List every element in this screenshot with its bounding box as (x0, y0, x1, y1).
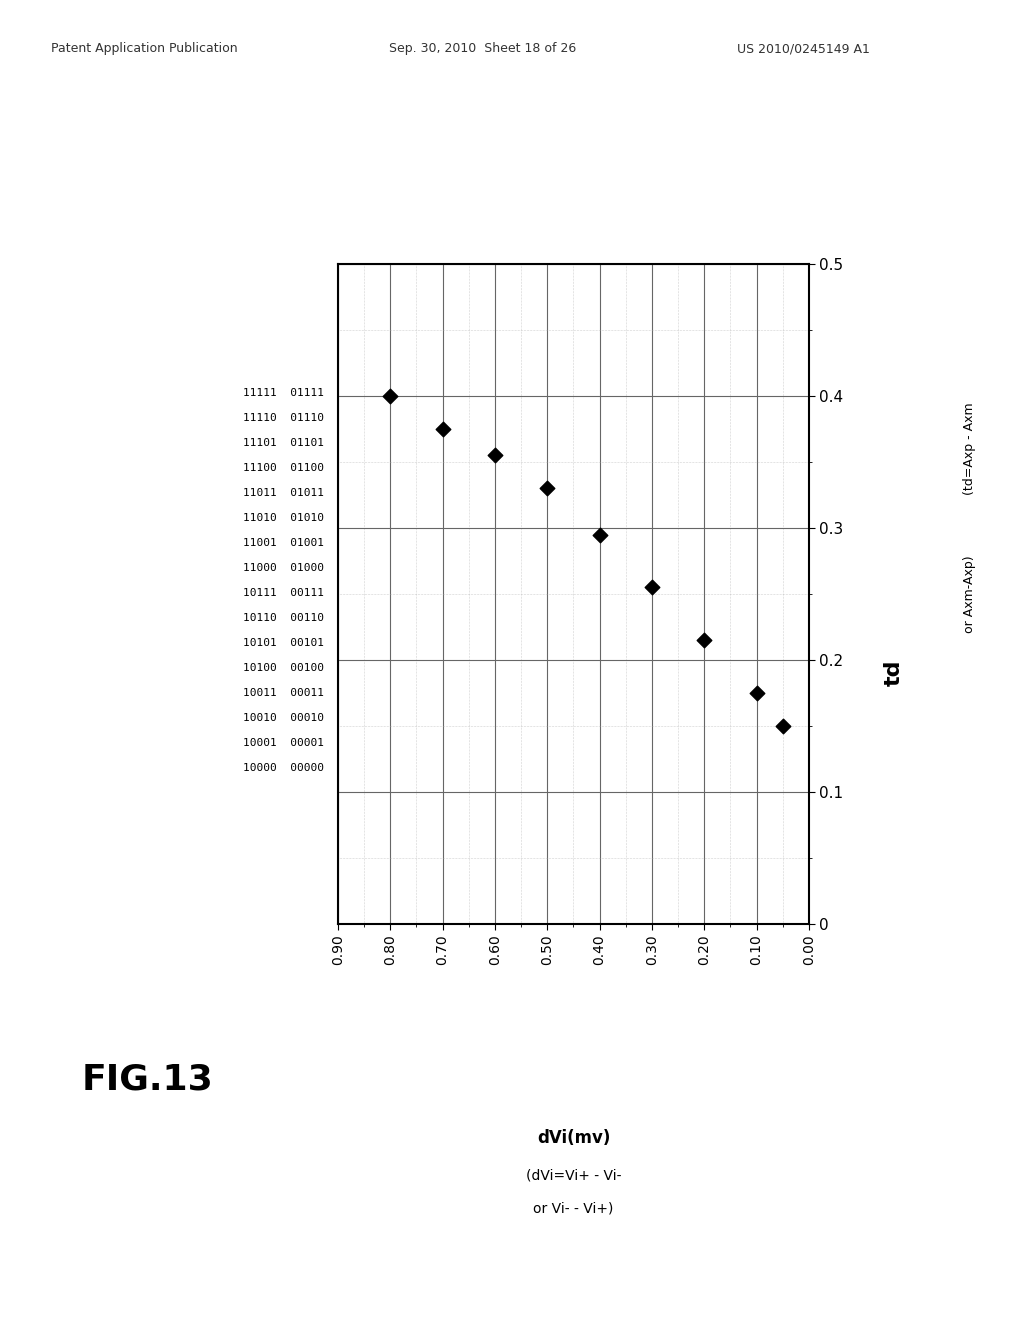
Point (774, 715, 791, 737)
Text: 11110  01110: 11110 01110 (243, 413, 324, 424)
Text: 11011  01011: 11011 01011 (243, 488, 324, 499)
Text: 11101  01101: 11101 01101 (243, 438, 324, 449)
Text: 10010  00010: 10010 00010 (243, 713, 324, 723)
Point (749, 682, 765, 704)
Text: 11100  01100: 11100 01100 (243, 463, 324, 474)
Text: 11111  01111: 11111 01111 (243, 388, 324, 399)
Text: dVi(mv): dVi(mv) (537, 1129, 610, 1147)
Text: 10101  00101: 10101 00101 (243, 639, 324, 648)
Point (382, 385, 398, 407)
Point (486, 445, 503, 466)
Text: 10000  00000: 10000 00000 (243, 763, 324, 774)
Point (644, 577, 660, 598)
Text: td: td (884, 660, 904, 686)
Text: 10011  00011: 10011 00011 (243, 688, 324, 698)
Text: or Axm-Axp): or Axm-Axp) (963, 556, 976, 632)
Text: US 2010/0245149 A1: US 2010/0245149 A1 (737, 42, 870, 55)
Text: 11001  01001: 11001 01001 (243, 539, 324, 548)
Text: 10100  00100: 10100 00100 (243, 663, 324, 673)
Text: (dVi=Vi+ - Vi-: (dVi=Vi+ - Vi- (525, 1168, 622, 1183)
Point (539, 478, 555, 499)
Point (434, 418, 451, 440)
Text: FIG.13: FIG.13 (82, 1063, 214, 1097)
Point (592, 524, 608, 545)
Text: 11010  01010: 11010 01010 (243, 513, 324, 523)
Text: 11000  01000: 11000 01000 (243, 564, 324, 573)
Text: Sep. 30, 2010  Sheet 18 of 26: Sep. 30, 2010 Sheet 18 of 26 (389, 42, 577, 55)
Text: 10110  00110: 10110 00110 (243, 614, 324, 623)
Point (696, 630, 713, 651)
Text: (td=Axp - Axm: (td=Axp - Axm (963, 403, 976, 495)
Text: or Vi- - Vi+): or Vi- - Vi+) (534, 1201, 613, 1216)
Text: Patent Application Publication: Patent Application Publication (51, 42, 238, 55)
Text: 10111  00111: 10111 00111 (243, 589, 324, 598)
Text: 10001  00001: 10001 00001 (243, 738, 324, 748)
